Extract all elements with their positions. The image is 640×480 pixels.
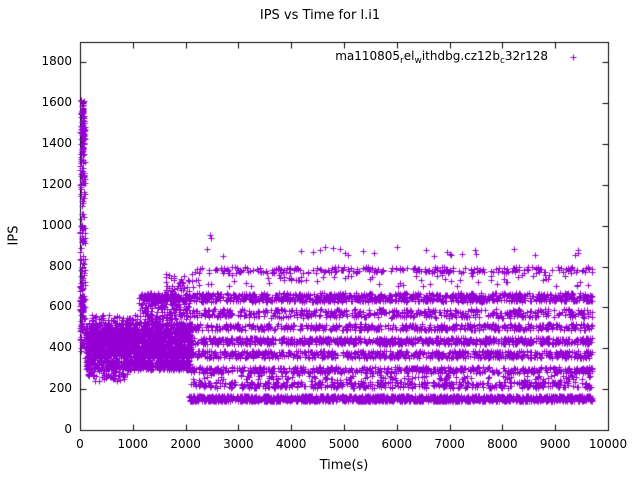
y-tick-label: 1400 xyxy=(41,136,72,151)
x-tick-label: 4000 xyxy=(275,437,307,451)
x-tick-label: 6000 xyxy=(381,437,413,451)
legend-subscript: r xyxy=(400,56,404,66)
legend-entry: ma110805relwithdbg.cz12bc32r128 xyxy=(335,49,548,66)
x-tick-label: 5000 xyxy=(328,437,360,451)
y-tick-label: 0 xyxy=(64,422,72,436)
x-tick-label: 8000 xyxy=(487,437,518,451)
y-tick-label: 1800 xyxy=(41,54,72,69)
y-tick-label: 400 xyxy=(49,340,72,355)
x-tick-label: 9000 xyxy=(539,437,571,451)
y-tick-label: 1200 xyxy=(41,176,72,191)
y-tick-label: 800 xyxy=(49,258,72,273)
legend-text: el xyxy=(403,49,415,63)
x-tick-label: 10000 xyxy=(588,437,628,451)
x-tick-label: 2000 xyxy=(170,437,201,451)
y-tick-label: 200 xyxy=(49,381,72,396)
x-tick-label: 7000 xyxy=(434,437,465,451)
y-tick-label: 1600 xyxy=(41,95,72,110)
x-tick-label: 0 xyxy=(76,437,84,451)
y-tick-label: 600 xyxy=(49,299,72,314)
legend-subscript: w xyxy=(414,56,422,66)
x-axis-label: Time(s) xyxy=(319,458,369,473)
legend-subscript: c xyxy=(499,56,505,66)
x-tick-label: 1000 xyxy=(117,437,149,451)
legend-text: 32r128 xyxy=(504,49,548,63)
y-tick-label: 1000 xyxy=(41,217,72,232)
x-tick-label: 3000 xyxy=(223,437,254,451)
legend-text: ma110805 xyxy=(335,49,401,63)
chart-title: IPS vs Time for l.i1 xyxy=(259,8,381,23)
legend-text: ithdbg.cz12b xyxy=(421,49,500,63)
